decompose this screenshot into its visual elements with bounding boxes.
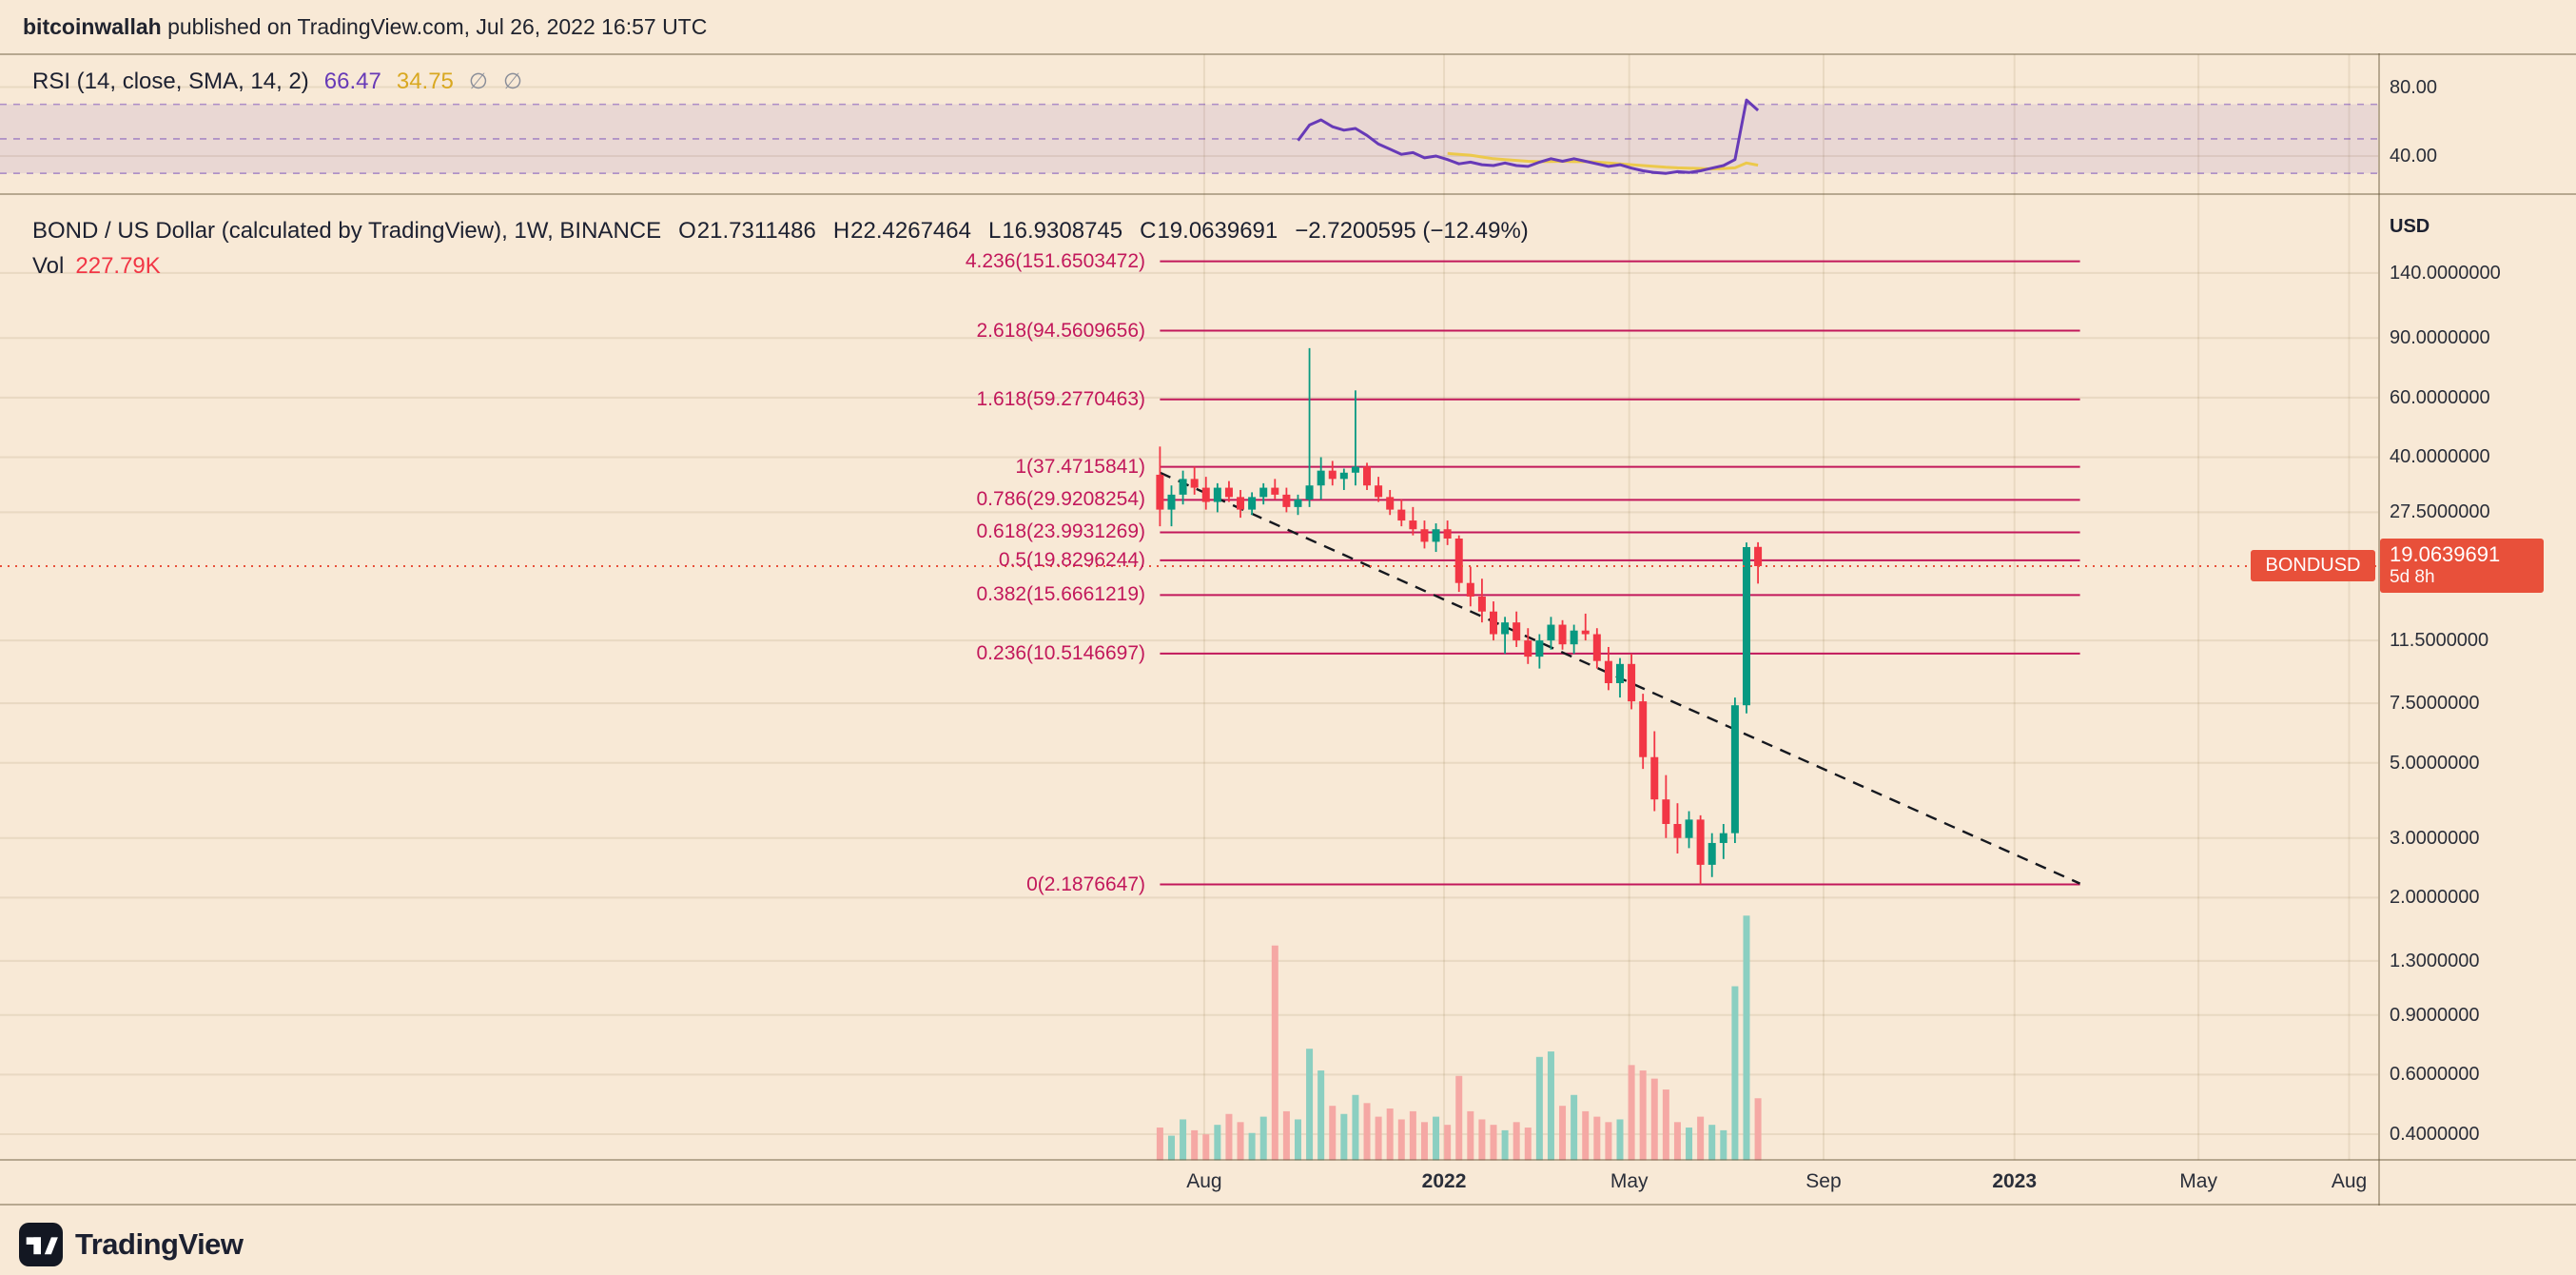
fib-level-label: 0.618(23.9931269) [976,520,1146,543]
rsi-legend[interactable]: RSI (14, close, SMA, 14, 2) 66.47 34.75 … [32,69,522,95]
price-axis-label: 0.6000000 [2390,1064,2480,1086]
price-axis-label: 140.0000000 [2390,262,2501,284]
fib-level-label: 1.618(59.2770463) [976,387,1146,410]
time-axis-label: 2023 [1992,1170,2038,1192]
attribution-text: published on TradingView.com, Jul 26, 20… [161,14,708,39]
vol-value: 227.79K [75,253,161,279]
price-axis-label: 0.4000000 [2390,1124,2480,1146]
high-label: H [832,218,850,244]
close-number: 19.0639691 [1157,218,1278,244]
price-axis-label: 7.5000000 [2390,693,2480,715]
close-label: C [1140,218,1157,244]
rsi-sma-value: 34.75 [396,69,454,94]
attribution-bar: bitcoinwallah published on TradingView.c… [0,0,2576,54]
fib-level-label: 1(37.4715841) [1015,455,1145,478]
price-axis-label: 5.0000000 [2390,752,2480,774]
price-axis-label: 2.0000000 [2390,887,2480,909]
price-axis-label: 60.0000000 [2390,386,2490,408]
price-axis-label: 0.9000000 [2390,1004,2480,1026]
low-value: L 16.9308745 [988,218,1122,245]
fib-level-label: 0.786(29.9208254) [976,488,1146,511]
bar-countdown: 5d 8h [2390,566,2435,587]
price-axis-label: 40.0000000 [2390,446,2490,468]
price-axis-label: 1.3000000 [2390,950,2480,971]
high-value: H 22.4267464 [833,218,971,245]
time-axis-label: Sep [1805,1170,1842,1192]
price-axis-divider [2378,53,2380,1206]
rsi-line [1297,98,1760,175]
panel-divider [0,1159,2576,1161]
time-axis-label: Aug [2331,1170,2368,1192]
author-name: bitcoinwallah [23,14,162,39]
symbol-price-label: BONDUSD [2251,549,2375,581]
fib-level-label: 0(2.1876647) [1026,873,1145,895]
tradingview-wordmark: TradingView [75,1227,244,1261]
open-value: O 21.7311486 [678,218,816,245]
tradingview-logo[interactable]: TradingView [19,1223,244,1266]
vol-label: Vol [32,253,65,279]
grid-layer [0,54,2378,1161]
current-price-badge: 19.0639691 5d 8h [2380,538,2544,593]
panel-divider [0,193,2576,195]
rsi-empty-set-icon: ∅ [468,69,488,93]
fib-level-label: 0.236(10.5146697) [976,641,1146,664]
open-number: 21.7311486 [696,218,816,244]
fib-level-label: 4.236(151.6503472) [965,249,1145,272]
open-label: O [678,218,696,244]
fib-level-label: 2.618(94.5609656) [976,319,1146,342]
time-axis-label: May [1610,1170,1649,1192]
price-axis-label: 90.0000000 [2390,327,2490,349]
fib-level-label: 0.5(19.8296244) [998,548,1145,571]
currency-label: USD [2390,216,2430,237]
rsi-axis-label: 40.00 [2390,146,2438,167]
rsi-band [0,103,2378,174]
fib-layer [1160,260,2080,886]
time-axis-label: 2022 [1421,1170,1467,1192]
time-axis-label: May [2179,1170,2217,1192]
high-number: 22.4267464 [850,218,971,244]
rsi-value: 66.47 [323,69,381,94]
low-label: L [987,218,1002,244]
time-axis-label: Aug [1186,1170,1222,1192]
symbol-title: BOND / US Dollar (calculated by TradingV… [32,218,662,244]
rsi-title: RSI (14, close, SMA, 14, 2) [32,69,309,94]
symbol-legend[interactable]: BOND / US Dollar (calculated by TradingV… [32,218,1529,245]
rsi-empty-set-icon: ∅ [502,69,522,93]
panel-divider [0,1204,2576,1206]
change-value: −2.7200595 (−12.49%) [1295,218,1529,244]
close-value: C 19.0639691 [1140,218,1278,245]
candles-layer [1156,347,1763,885]
symbol-price-label-text: BONDUSD [2265,554,2361,576]
rsi-axis-label: 80.00 [2390,76,2438,98]
volume-layer [1156,915,1762,1161]
price-axis-label: 27.5000000 [2390,501,2490,523]
tradingview-logo-icon [19,1223,63,1266]
price-axis-label: 3.0000000 [2390,827,2480,849]
panel-divider [0,53,2576,55]
volume-legend[interactable]: Vol 227.79K [32,253,161,280]
price-axis-label: 11.5000000 [2390,630,2489,652]
current-price-value: 19.0639691 [2390,541,2501,566]
low-number: 16.9308745 [1002,218,1123,244]
fib-level-label: 0.382(15.6661219) [976,583,1146,606]
